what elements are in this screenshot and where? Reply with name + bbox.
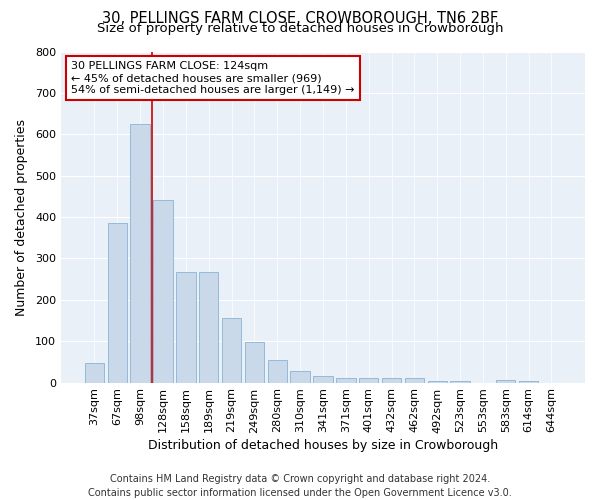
- Bar: [313, 376, 332, 382]
- Bar: [496, 380, 515, 382]
- Bar: [245, 342, 264, 382]
- Bar: [359, 378, 379, 382]
- Bar: [336, 378, 356, 382]
- Bar: [519, 380, 538, 382]
- Bar: [268, 360, 287, 382]
- Bar: [451, 380, 470, 382]
- Bar: [222, 318, 241, 382]
- Bar: [404, 378, 424, 382]
- Bar: [107, 223, 127, 382]
- Text: Contains HM Land Registry data © Crown copyright and database right 2024.
Contai: Contains HM Land Registry data © Crown c…: [88, 474, 512, 498]
- Text: 30 PELLINGS FARM CLOSE: 124sqm
← 45% of detached houses are smaller (969)
54% of: 30 PELLINGS FARM CLOSE: 124sqm ← 45% of …: [71, 62, 355, 94]
- Y-axis label: Number of detached properties: Number of detached properties: [15, 118, 28, 316]
- Bar: [290, 372, 310, 382]
- X-axis label: Distribution of detached houses by size in Crowborough: Distribution of detached houses by size …: [148, 440, 498, 452]
- Bar: [85, 363, 104, 382]
- Bar: [130, 124, 150, 382]
- Bar: [382, 378, 401, 382]
- Bar: [199, 272, 218, 382]
- Bar: [176, 272, 196, 382]
- Bar: [428, 380, 447, 382]
- Text: 30, PELLINGS FARM CLOSE, CROWBOROUGH, TN6 2BF: 30, PELLINGS FARM CLOSE, CROWBOROUGH, TN…: [102, 11, 498, 26]
- Bar: [154, 200, 173, 382]
- Text: Size of property relative to detached houses in Crowborough: Size of property relative to detached ho…: [97, 22, 503, 35]
